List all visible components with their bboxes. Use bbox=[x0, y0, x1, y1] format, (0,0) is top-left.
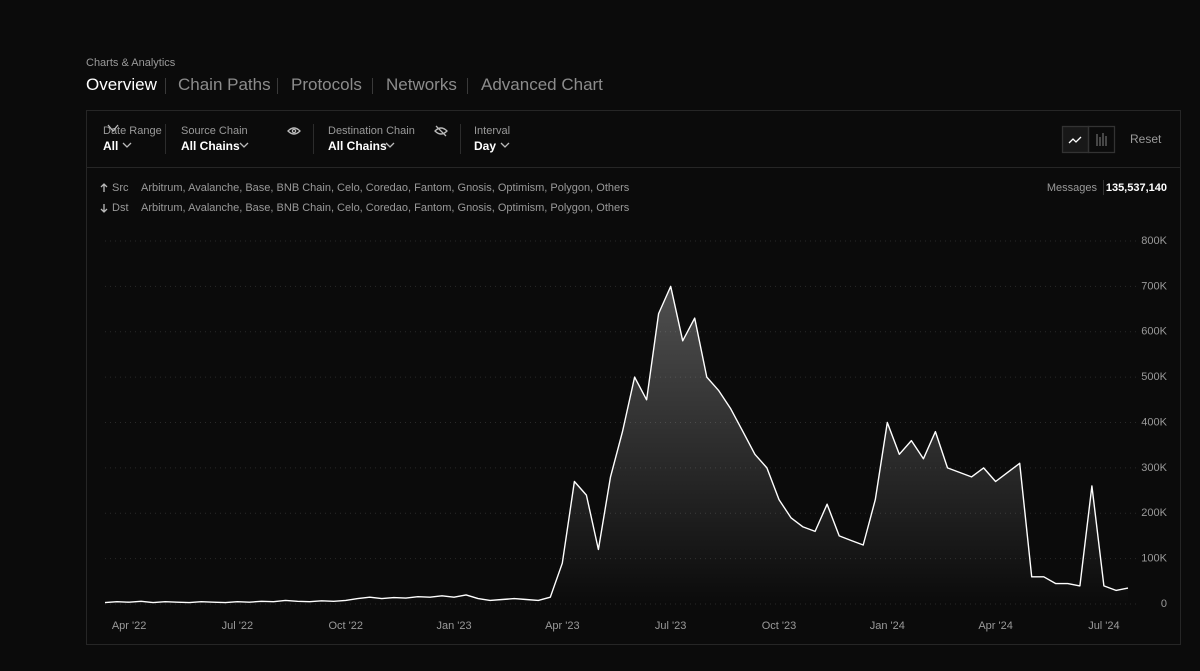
up-arrow bbox=[100, 183, 108, 192]
messages-value: 135,537,140 bbox=[1105, 182, 1167, 194]
separator bbox=[165, 78, 166, 94]
line bbox=[104, 285, 1129, 604]
panel bbox=[86, 110, 1181, 645]
x-tick-label: Jul '22 bbox=[222, 620, 253, 632]
tab[interactable]: Advanced Chart bbox=[481, 75, 603, 94]
y-tick-label: 300K bbox=[1141, 462, 1167, 474]
reset-button[interactable]: Reset bbox=[1130, 132, 1162, 146]
y-tick-label: 700K bbox=[1141, 280, 1167, 292]
route-chains: Arbitrum, Avalanche, Base, BNB Chain, Ce… bbox=[141, 202, 630, 214]
filter-value[interactable]: Day bbox=[474, 139, 497, 153]
chevron bbox=[122, 142, 132, 148]
y-tick-label: 100K bbox=[1141, 553, 1167, 565]
line-icon bbox=[1068, 136, 1082, 144]
y-tick-label: 500K bbox=[1141, 371, 1167, 383]
x-tick-label: Apr '22 bbox=[112, 620, 147, 632]
route-label: Src bbox=[112, 182, 129, 194]
eye-icon bbox=[291, 128, 297, 134]
area bbox=[105, 286, 1128, 604]
filter-label: Source Chain bbox=[181, 125, 248, 137]
divider bbox=[1103, 180, 1104, 195]
y-tick-label: 400K bbox=[1141, 416, 1167, 428]
x-tick-label: Jan '24 bbox=[870, 620, 905, 632]
x-tick-label: Apr '24 bbox=[978, 620, 1013, 632]
x-tick-label: Oct '22 bbox=[328, 620, 363, 632]
separator bbox=[372, 78, 373, 94]
filter-label: Date Range bbox=[103, 125, 162, 137]
eye-off-icon[interactable] bbox=[434, 125, 448, 137]
divider bbox=[165, 124, 166, 154]
tab[interactable]: Overview bbox=[86, 75, 157, 94]
breadcrumb: Charts & Analytics bbox=[86, 57, 176, 69]
x-tick-label: Jan '23 bbox=[436, 620, 471, 632]
eye-icon[interactable] bbox=[287, 127, 301, 135]
divider bbox=[87, 167, 1180, 168]
filter-value[interactable]: All Chains bbox=[328, 139, 387, 153]
x-tick-label: Jul '24 bbox=[1088, 620, 1119, 632]
route-chains: Arbitrum, Avalanche, Base, BNB Chain, Ce… bbox=[141, 182, 630, 194]
x-tick-label: Jul '23 bbox=[655, 620, 686, 632]
bar-toggle[interactable] bbox=[1087, 125, 1116, 154]
chevron bbox=[239, 142, 249, 148]
chevron bbox=[500, 142, 510, 148]
separator bbox=[467, 78, 468, 94]
y-tick-label: 800K bbox=[1141, 235, 1167, 247]
filter-value[interactable]: All Chains bbox=[181, 139, 240, 153]
filter-label: Interval bbox=[474, 125, 511, 137]
y-tick-label: 0 bbox=[1161, 598, 1167, 610]
tab[interactable]: Chain Paths bbox=[178, 75, 271, 94]
chevron bbox=[107, 124, 119, 133]
y-tick-label: 600K bbox=[1141, 326, 1167, 338]
messages-label: Messages bbox=[1046, 182, 1097, 194]
x-tick-label: Apr '23 bbox=[545, 620, 580, 632]
filter-label: Destination Chain bbox=[328, 125, 415, 137]
filter-value[interactable]: All bbox=[103, 139, 119, 153]
icons bbox=[100, 124, 1116, 213]
separator bbox=[277, 78, 278, 94]
y-tick-label: 200K bbox=[1141, 507, 1167, 519]
bar-icon bbox=[1096, 133, 1107, 146]
divider bbox=[313, 124, 314, 154]
chevron bbox=[385, 142, 395, 148]
down-arrow bbox=[100, 204, 108, 213]
line-toggle[interactable] bbox=[1061, 125, 1090, 154]
tab[interactable]: Networks bbox=[386, 75, 457, 94]
divider bbox=[460, 124, 461, 154]
route-label: Dst bbox=[112, 202, 129, 214]
tab[interactable]: Protocols bbox=[291, 75, 362, 94]
x-tick-label: Oct '23 bbox=[762, 620, 797, 632]
